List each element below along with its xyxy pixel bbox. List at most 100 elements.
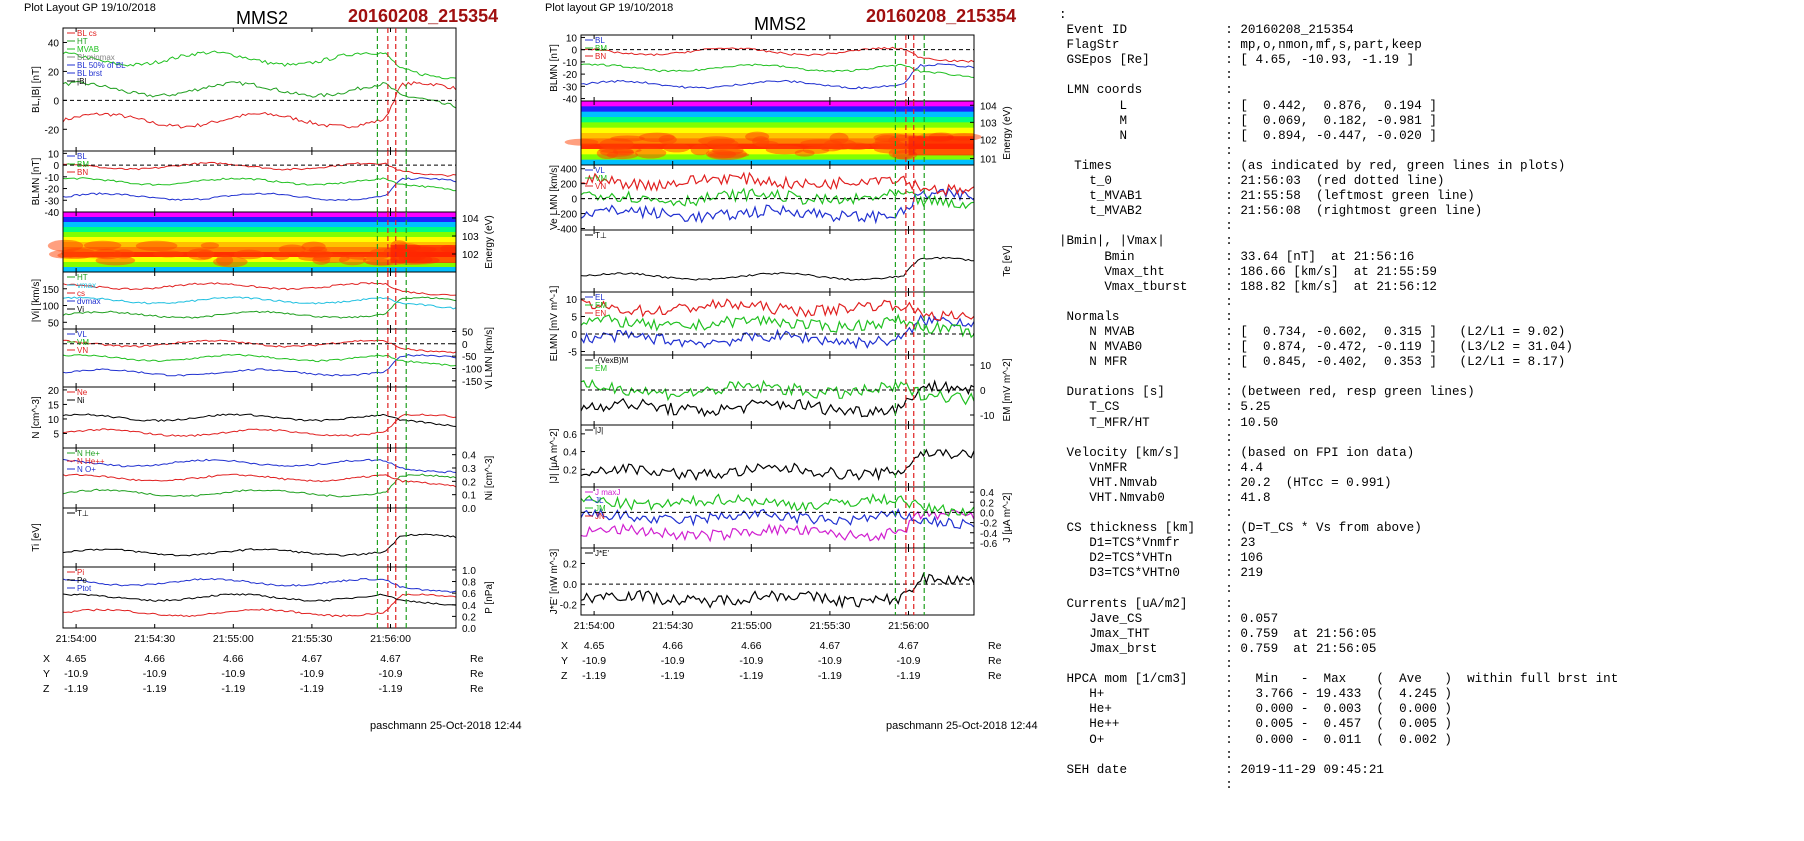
y-tick-label: -0.2 — [980, 519, 998, 530]
spectrogram-hot-region — [908, 136, 974, 156]
y-tick-label: -0.4 — [980, 529, 998, 540]
coord-value: -10.9 — [379, 668, 403, 680]
info-line: Durations [s] : (between red, resp green… — [1059, 385, 1475, 400]
x-tick-label: 21:55:00 — [213, 633, 254, 645]
y-axis-label: |Vi| [km/s] — [31, 279, 42, 323]
y-tick-label: 400 — [560, 165, 577, 176]
y-tick-label: 200 — [560, 180, 577, 191]
series-line — [62, 577, 457, 593]
legend-entry: HT — [77, 37, 88, 46]
info-line: Currents [uA/m2] : — [1059, 596, 1233, 611]
legend-entry: BL 50% of BL — [77, 61, 126, 70]
y-tick-label: -20 — [563, 70, 578, 81]
spectrogram-band — [581, 138, 974, 145]
spectrogram-band — [581, 133, 974, 139]
y-axis-label: Energy (eV) — [1002, 106, 1013, 159]
spectrogram-blob — [663, 143, 690, 153]
y-tick-label: 102 — [462, 250, 479, 261]
y-tick-label: 0.2 — [462, 477, 476, 488]
legend-entry: cs — [77, 289, 85, 298]
info-line: : — [1059, 506, 1233, 521]
spectrogram-blob — [152, 250, 185, 258]
y-tick-label: -30 — [45, 196, 60, 207]
legend-entry: Ni — [77, 396, 85, 405]
info-line: N : [ 0.894, -0.447, -0.020 ] — [1059, 128, 1437, 143]
series-line — [62, 593, 457, 606]
coord-value: 4.67 — [820, 640, 841, 652]
spectrogram-band — [581, 111, 974, 118]
left-footer: paschmann 25-Oct-2018 12:44 — [370, 720, 522, 732]
legend-entry: EM — [595, 301, 607, 310]
series-line — [580, 508, 975, 543]
y-tick-label: 0.0 — [563, 580, 577, 591]
y-tick-label: -10 — [563, 58, 578, 69]
spectrogram-band — [63, 267, 456, 273]
panel-frame — [580, 547, 975, 616]
info-line: VHT.Nmvab0 : 41.8 — [1059, 491, 1271, 505]
legend-entry: -(VexB)M — [595, 356, 629, 365]
mid-footer: paschmann 25-Oct-2018 12:44 — [886, 720, 1038, 732]
x-tick-label: 21:54:00 — [56, 633, 97, 645]
legend-entry: VN — [77, 346, 88, 355]
legend-entry: vmax — [77, 281, 96, 290]
spectrogram-band — [63, 232, 456, 238]
legend-entry: MVAB — [77, 45, 99, 54]
spectrogram-blob — [658, 134, 677, 145]
y-tick-label: -200 — [557, 210, 577, 221]
legend-entry: J*E' — [595, 549, 609, 558]
legend-entry: BLminmax — [77, 53, 115, 62]
info-line: Normals : — [1059, 309, 1233, 324]
coord-value: 4.67 — [380, 653, 401, 665]
left-title: MMS2 — [236, 8, 289, 28]
coord-value: -1.19 — [221, 683, 245, 695]
y-tick-label: 0.1 — [462, 491, 476, 502]
coord-unit: Re — [470, 653, 484, 665]
legend-entry: HT — [77, 273, 88, 282]
coord-value: -10.9 — [143, 668, 167, 680]
y-tick-label: 40 — [48, 38, 60, 49]
mid-title: MMS2 — [754, 14, 807, 34]
series-line — [62, 282, 457, 296]
spectrogram-band — [63, 237, 456, 243]
y-axis-label: N [cm^-3] — [31, 396, 42, 439]
panel-frame — [62, 566, 457, 629]
y-tick-label: 104 — [462, 214, 479, 225]
info-line: He+ : 0.000 - 0.003 ( 0.000 ) — [1059, 702, 1452, 717]
series-line — [62, 413, 457, 437]
series-line — [580, 46, 975, 63]
y-tick-label: 0.4 — [563, 448, 577, 459]
x-tick-label: 21:55:30 — [809, 620, 850, 632]
info-line: VHT.Nmvab : 20.2 (HTcc = 0.991) — [1059, 475, 1392, 490]
coord-label: X — [561, 640, 568, 652]
mid-panel-8: 0.2 0.0 -0.2J*E' [nW m^-3] J*E' — [549, 547, 975, 616]
left-panel-2: 104 103 102 Energy (eV) — [47, 211, 495, 273]
spectrogram-band — [581, 154, 974, 161]
coord-value: 4.65 — [584, 640, 605, 652]
y-tick-label: 104 — [980, 101, 997, 112]
spectrogram-blob — [345, 253, 389, 261]
x-tick-label: 21:56:00 — [370, 633, 411, 645]
x-tick-label: 21:54:30 — [652, 620, 693, 632]
y-tick-label: 10 — [566, 295, 578, 306]
series-line — [62, 161, 457, 177]
panel-frame — [62, 328, 457, 388]
x-tick-label: 21:55:30 — [291, 633, 332, 645]
y-tick-label: 0 — [980, 386, 986, 397]
y-axis-label: J [μA m^-2] — [1002, 492, 1013, 542]
info-line: Jmax_THT : 0.759 at 21:56:05 — [1059, 626, 1377, 641]
spectrogram-band — [63, 227, 456, 233]
left-panel-7: Ti [eV] T⊥ — [31, 507, 457, 568]
legend-entry: |J| — [595, 426, 603, 435]
coord-value: -1.19 — [64, 683, 88, 695]
legend-entry: JM — [595, 504, 606, 513]
y-tick-label: 0.0 — [462, 504, 476, 515]
y-axis-label: Ve LMN [km/s] — [549, 165, 560, 230]
spectrogram-blob — [698, 136, 735, 146]
legend-entry: EL — [595, 293, 605, 302]
spectrogram-blob — [635, 147, 667, 159]
y-tick-label: 102 — [980, 135, 997, 146]
